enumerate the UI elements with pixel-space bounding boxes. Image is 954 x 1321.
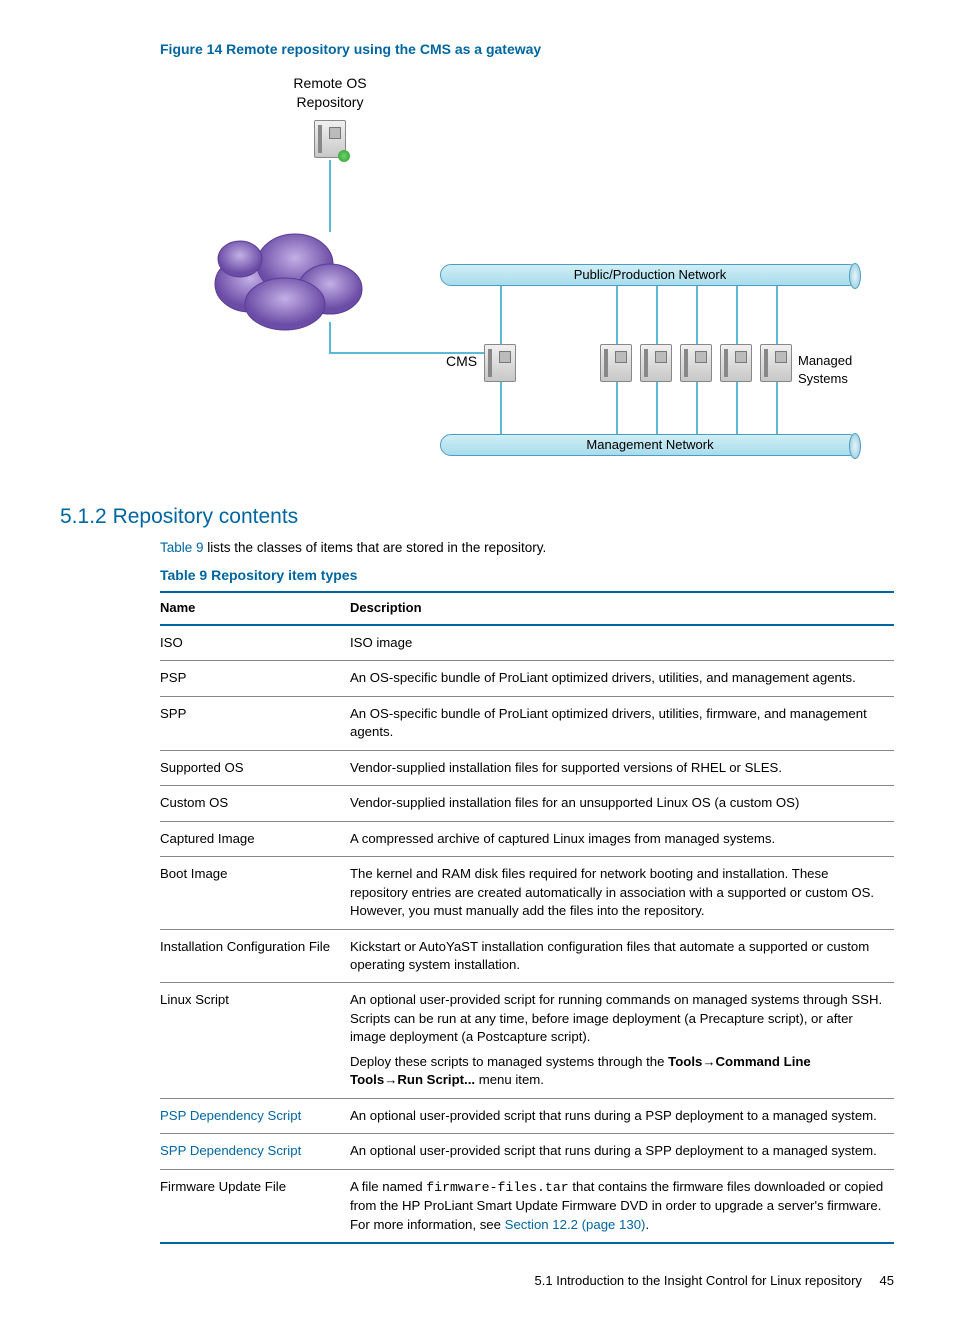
table-row: Boot ImageThe kernel and RAM disk files … — [160, 857, 894, 929]
page-footer: 5.1 Introduction to the Insight Control … — [60, 1272, 894, 1290]
table-row: Installation Configuration FileKickstart… — [160, 929, 894, 983]
cell-name: Captured Image — [160, 821, 350, 856]
line-m2-up — [656, 286, 658, 344]
server-managed-4 — [720, 344, 752, 382]
intro-paragraph: Table 9 lists the classes of items that … — [160, 539, 894, 558]
label-remote-os: Remote OS Repository — [280, 74, 380, 113]
section-title-text: Repository contents — [113, 505, 299, 528]
table-row: ISOISO image — [160, 625, 894, 661]
server-managed-3 — [680, 344, 712, 382]
cell-name: ISO — [160, 625, 350, 661]
cell-description: The kernel and RAM disk files required f… — [350, 857, 894, 929]
name-link[interactable]: SPP Dependency Script — [160, 1143, 301, 1158]
table-row: SPPAn OS-specific bundle of ProLiant opt… — [160, 696, 894, 750]
col-description: Description — [350, 592, 894, 624]
table-row: PSPAn OS-specific bundle of ProLiant opt… — [160, 661, 894, 696]
cell-description: Kickstart or AutoYaST installation confi… — [350, 929, 894, 983]
server-managed-5 — [760, 344, 792, 382]
cell-name: Firmware Update File — [160, 1169, 350, 1243]
line-m3-down — [696, 382, 698, 434]
section-number: 5.1.2 — [60, 505, 107, 528]
network-diagram: Remote OS Repository Public/Production N… — [180, 74, 860, 474]
server-cms — [484, 344, 516, 382]
page-number: 45 — [880, 1273, 894, 1288]
table-ref-link[interactable]: Table 9 — [160, 540, 204, 555]
cell-name: SPP Dependency Script — [160, 1134, 350, 1169]
cell-name: Custom OS — [160, 786, 350, 821]
cloud-icon — [200, 214, 380, 334]
label-cms: CMS — [446, 352, 477, 372]
intro-rest: lists the classes of items that are stor… — [204, 540, 547, 555]
cell-description: Vendor-supplied installation files for a… — [350, 786, 894, 821]
table-title: Table 9 Repository item types — [160, 566, 894, 586]
table-row: PSP Dependency Script An optional user-pr… — [160, 1098, 894, 1133]
cell-name: Supported OS — [160, 750, 350, 785]
cell-description: An optional user-provided script that ru… — [350, 1098, 894, 1133]
cell-name: Linux Script — [160, 983, 350, 1098]
table-row: Supported OSVendor-supplied installation… — [160, 750, 894, 785]
line-m1-up — [616, 286, 618, 344]
name-link[interactable]: PSP Dependency Script — [160, 1108, 301, 1123]
table-row: Custom OSVendor-supplied installation fi… — [160, 786, 894, 821]
cell-description: An optional user-provided script that ru… — [350, 1134, 894, 1169]
cell-description: A file named firmware-files.tar that con… — [350, 1169, 894, 1243]
section-heading: 5.1.2 Repository contents — [60, 502, 894, 531]
cell-name: PSP Dependency Script — [160, 1098, 350, 1133]
cell-description: An OS-specific bundle of ProLiant optimi… — [350, 661, 894, 696]
cell-description: An optional user-provided script for run… — [350, 983, 894, 1098]
figure-title: Figure 14 Remote repository using the CM… — [160, 40, 894, 60]
cell-name: Installation Configuration File — [160, 929, 350, 983]
label-remote-os-l2: Repository — [280, 93, 380, 113]
line-cms-down — [500, 382, 502, 434]
col-name: Name — [160, 592, 350, 624]
footer-text: 5.1 Introduction to the Insight Control … — [535, 1273, 862, 1288]
label-mgmt-net: Management Network — [586, 436, 713, 454]
inline-link[interactable]: Section 12.2 (page 130) — [505, 1217, 646, 1232]
label-managed: Managed Systems — [798, 352, 860, 388]
label-remote-os-l1: Remote OS — [280, 74, 380, 94]
server-managed-1 — [600, 344, 632, 382]
line-m4-down — [736, 382, 738, 434]
table-row: Firmware Update FileA file named firmwar… — [160, 1169, 894, 1243]
server-remote-repo — [314, 120, 346, 158]
cell-description: A compressed archive of captured Linux i… — [350, 821, 894, 856]
line-m5-up — [776, 286, 778, 344]
cell-description: An OS-specific bundle of ProLiant optimi… — [350, 696, 894, 750]
line-cms-up — [500, 286, 502, 344]
line-m2-down — [656, 382, 658, 434]
label-public-net: Public/Production Network — [574, 266, 726, 284]
line-m1-down — [616, 382, 618, 434]
repository-table: Name Description ISOISO imagePSPAn OS-sp… — [160, 591, 894, 1244]
cell-description: ISO image — [350, 625, 894, 661]
cell-name: PSP — [160, 661, 350, 696]
line-m3-up — [696, 286, 698, 344]
cell-description: Vendor-supplied installation files for s… — [350, 750, 894, 785]
line-m5-down — [776, 382, 778, 434]
server-managed-2 — [640, 344, 672, 382]
cell-name: SPP — [160, 696, 350, 750]
public-network-bar: Public/Production Network — [440, 264, 860, 286]
mgmt-network-bar: Management Network — [440, 434, 860, 456]
line-m4-up — [736, 286, 738, 344]
table-row: Linux ScriptAn optional user-provided sc… — [160, 983, 894, 1098]
table-row: Captured ImageA compressed archive of ca… — [160, 821, 894, 856]
line-cloud-cms-v — [329, 322, 331, 352]
cell-name: Boot Image — [160, 857, 350, 929]
table-row: SPP Dependency Script An optional user-pr… — [160, 1134, 894, 1169]
